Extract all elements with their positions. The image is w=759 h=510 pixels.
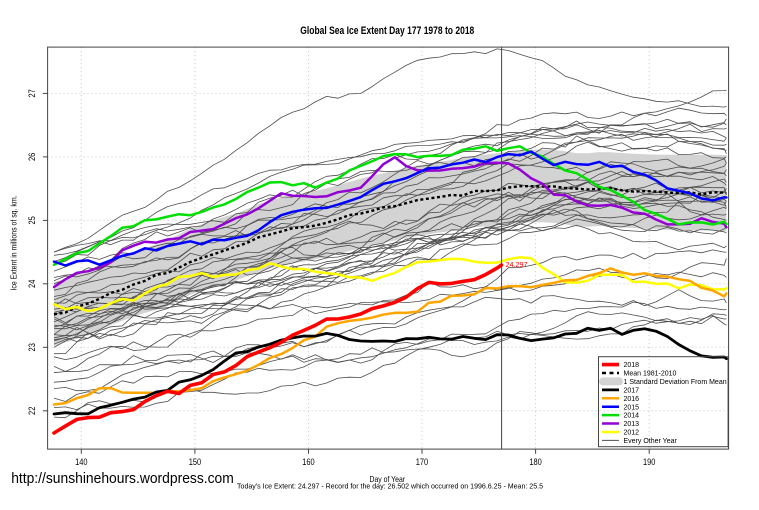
svg-text:180: 180 — [529, 457, 541, 467]
svg-text:24: 24 — [27, 280, 37, 288]
svg-text:160: 160 — [302, 457, 314, 467]
svg-text:2012: 2012 — [624, 430, 640, 437]
svg-text:27: 27 — [27, 89, 37, 97]
svg-text:150: 150 — [189, 457, 201, 467]
svg-text:2016: 2016 — [624, 396, 640, 403]
svg-text:Global Sea Ice Extent Day 177: Global Sea Ice Extent Day 177 1978 to 20… — [300, 25, 474, 37]
svg-text:22: 22 — [27, 407, 37, 415]
svg-text:2014: 2014 — [624, 413, 640, 420]
svg-text:24.297: 24.297 — [506, 260, 528, 269]
svg-text:Mean 1981-2010: Mean 1981-2010 — [624, 371, 677, 378]
svg-text:Ice Extent in millions of sq.: Ice Extent in millions of sq. km. — [10, 196, 19, 291]
svg-text:1 Standard Deviation From Mean: 1 Standard Deviation From Mean — [624, 379, 727, 386]
svg-text:Day of Year: Day of Year — [370, 475, 406, 484]
svg-text:25: 25 — [27, 216, 37, 224]
svg-text:2018: 2018 — [624, 362, 640, 369]
svg-text:http://sunshinehours.wordpress: http://sunshinehours.wordpress.com — [11, 470, 234, 487]
svg-text:23: 23 — [27, 343, 37, 351]
svg-text:2017: 2017 — [624, 388, 640, 395]
svg-text:2013: 2013 — [624, 421, 640, 428]
svg-text:Every Other Year: Every Other Year — [624, 438, 678, 445]
svg-text:Today's Ice Extent: 24.297 -: Today's Ice Extent: 24.297 - Record for … — [237, 482, 543, 491]
svg-text:140: 140 — [75, 457, 87, 467]
svg-text:170: 170 — [416, 457, 428, 467]
svg-text:26: 26 — [27, 153, 37, 161]
svg-text:2015: 2015 — [624, 404, 640, 411]
svg-text:190: 190 — [643, 457, 655, 467]
